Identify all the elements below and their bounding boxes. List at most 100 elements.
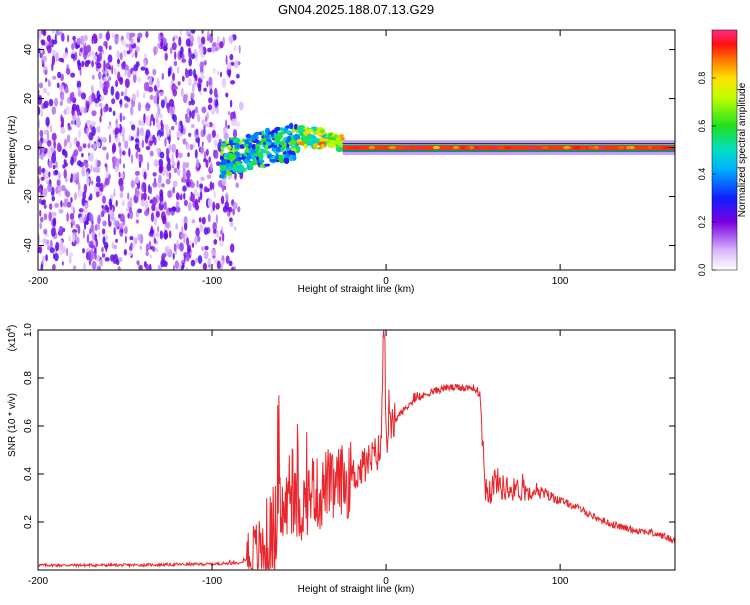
noise-blob xyxy=(186,237,190,247)
noise-blob xyxy=(70,53,76,59)
noise-blob xyxy=(56,179,61,187)
noise-blob xyxy=(191,219,196,224)
noise-blob xyxy=(124,235,127,244)
noise-blob xyxy=(143,113,146,124)
noise-blob xyxy=(225,55,228,65)
spectrogram-y-axis: -40 -20 0 20 40 xyxy=(23,44,675,253)
noise-blob xyxy=(185,70,190,79)
noise-blob xyxy=(135,151,139,159)
noise-blob xyxy=(178,262,182,270)
noise-blob xyxy=(140,200,146,207)
converge-blob xyxy=(316,128,322,131)
noise-blob xyxy=(163,229,168,240)
y-tick-label: 40 xyxy=(23,44,34,56)
noise-blob xyxy=(204,59,207,66)
noise-blob xyxy=(108,65,112,71)
noise-blob xyxy=(38,82,44,89)
noise-blob xyxy=(58,192,62,197)
noise-blob xyxy=(123,249,128,256)
noise-blob xyxy=(172,264,175,270)
noise-blob xyxy=(85,44,92,53)
transition-blob xyxy=(274,135,281,142)
chart-title: GN04.2025.188.07.13.G29 xyxy=(278,2,434,17)
noise-blob xyxy=(42,199,46,205)
noise-blob xyxy=(159,91,164,97)
noise-blob xyxy=(130,32,136,38)
noise-blob xyxy=(61,116,65,127)
noise-blob xyxy=(47,183,52,193)
noise-blob xyxy=(112,258,117,264)
noise-blob xyxy=(140,66,146,71)
noise-blob xyxy=(50,124,53,133)
noise-blob xyxy=(161,252,167,258)
transition-blob xyxy=(226,144,232,150)
noise-blob xyxy=(149,254,152,259)
noise-blob xyxy=(201,246,204,252)
noise-blob xyxy=(119,213,125,222)
noise-blob xyxy=(203,87,207,92)
noise-blob xyxy=(186,143,189,151)
noise-blob xyxy=(183,192,186,200)
noise-blob xyxy=(88,196,91,201)
noise-blob xyxy=(140,127,144,134)
transition-blob xyxy=(275,146,283,152)
noise-blob xyxy=(127,192,130,200)
noise-blob xyxy=(126,32,131,40)
noise-blob xyxy=(108,76,112,81)
noise-blob xyxy=(230,80,236,85)
transition-blob xyxy=(245,133,252,139)
noise-blob xyxy=(46,91,50,96)
noise-blob xyxy=(137,76,141,83)
noise-blob xyxy=(185,161,190,169)
noise-blob xyxy=(133,73,137,84)
noise-blob xyxy=(202,262,208,270)
noise-blob xyxy=(117,58,120,64)
noise-blob xyxy=(45,254,48,262)
noise-blob xyxy=(222,128,225,137)
noise-blob xyxy=(180,232,185,239)
noise-blob xyxy=(186,244,192,253)
noise-blob xyxy=(190,30,196,34)
noise-blob xyxy=(52,75,57,80)
noise-blob xyxy=(235,182,239,188)
transition-blob xyxy=(289,154,293,162)
noise-blob xyxy=(173,60,178,67)
band-peak xyxy=(432,146,440,150)
noise-blob xyxy=(206,80,209,88)
noise-blob xyxy=(70,72,76,78)
snr-scale-factor: (x104) xyxy=(6,325,18,352)
noise-blob xyxy=(81,167,86,177)
noise-blob xyxy=(172,252,175,260)
noise-blob xyxy=(208,97,213,104)
band-peak xyxy=(351,146,360,150)
converge-blob xyxy=(307,133,312,137)
noise-blob xyxy=(166,169,169,178)
noise-blob xyxy=(43,138,48,144)
transition-blob xyxy=(286,135,292,143)
noise-blob xyxy=(152,68,157,76)
noise-blob xyxy=(197,114,201,123)
noise-blob xyxy=(43,187,48,197)
snr-y-label: SNR (10 * v/v) xyxy=(7,393,18,457)
noise-blob xyxy=(42,87,48,94)
band-peak xyxy=(541,146,549,150)
noise-blob xyxy=(108,107,113,113)
noise-blob xyxy=(51,106,56,115)
noise-blob xyxy=(165,147,170,156)
noise-blob xyxy=(149,134,154,141)
noise-blob xyxy=(104,163,108,168)
noise-blob xyxy=(94,234,97,242)
y-tick-label: 0.8 xyxy=(23,371,34,385)
noise-blob xyxy=(98,231,101,238)
noise-blob xyxy=(184,93,189,100)
noise-blob xyxy=(91,60,94,68)
noise-blob xyxy=(162,215,167,225)
noise-blob xyxy=(44,169,49,180)
noise-blob xyxy=(43,129,49,135)
noise-blob xyxy=(120,91,124,96)
noise-blob xyxy=(124,88,128,96)
noise-blob xyxy=(70,120,75,125)
noise-blob xyxy=(62,164,66,169)
noise-blob xyxy=(119,52,123,61)
noise-blob xyxy=(213,87,218,98)
